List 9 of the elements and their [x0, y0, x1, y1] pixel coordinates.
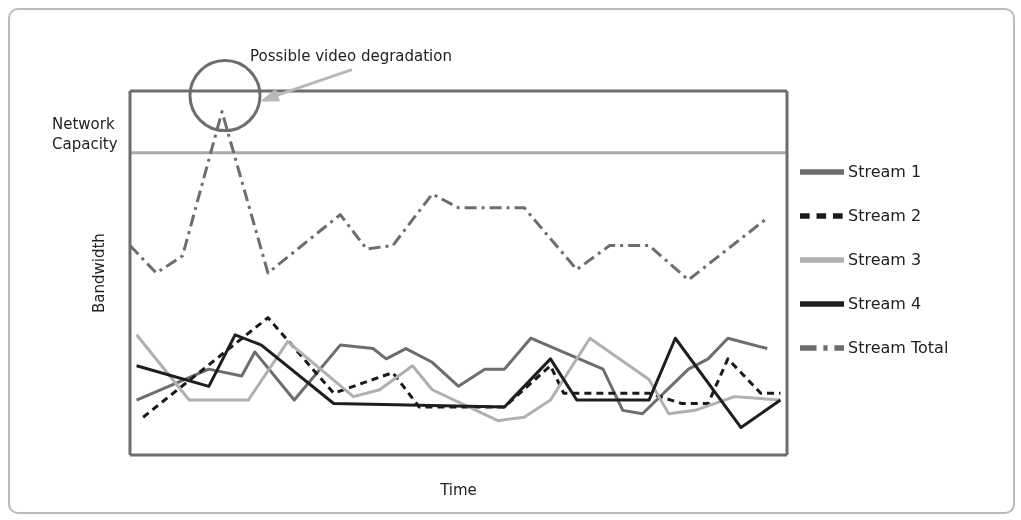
text: Possible video degradation [249, 46, 452, 65]
legend-label: Stream 4 [848, 293, 922, 313]
legend-label: Stream 3 [848, 249, 922, 269]
legend-label: Stream 1 [848, 161, 922, 181]
ref-line-label: Network Capacity [52, 114, 118, 153]
legend-label: Stream Total [848, 337, 949, 357]
x-axis-title: Time [439, 481, 477, 499]
legend-label: Stream 2 [848, 205, 922, 225]
y-axis-title: Bandwidth [90, 233, 109, 313]
